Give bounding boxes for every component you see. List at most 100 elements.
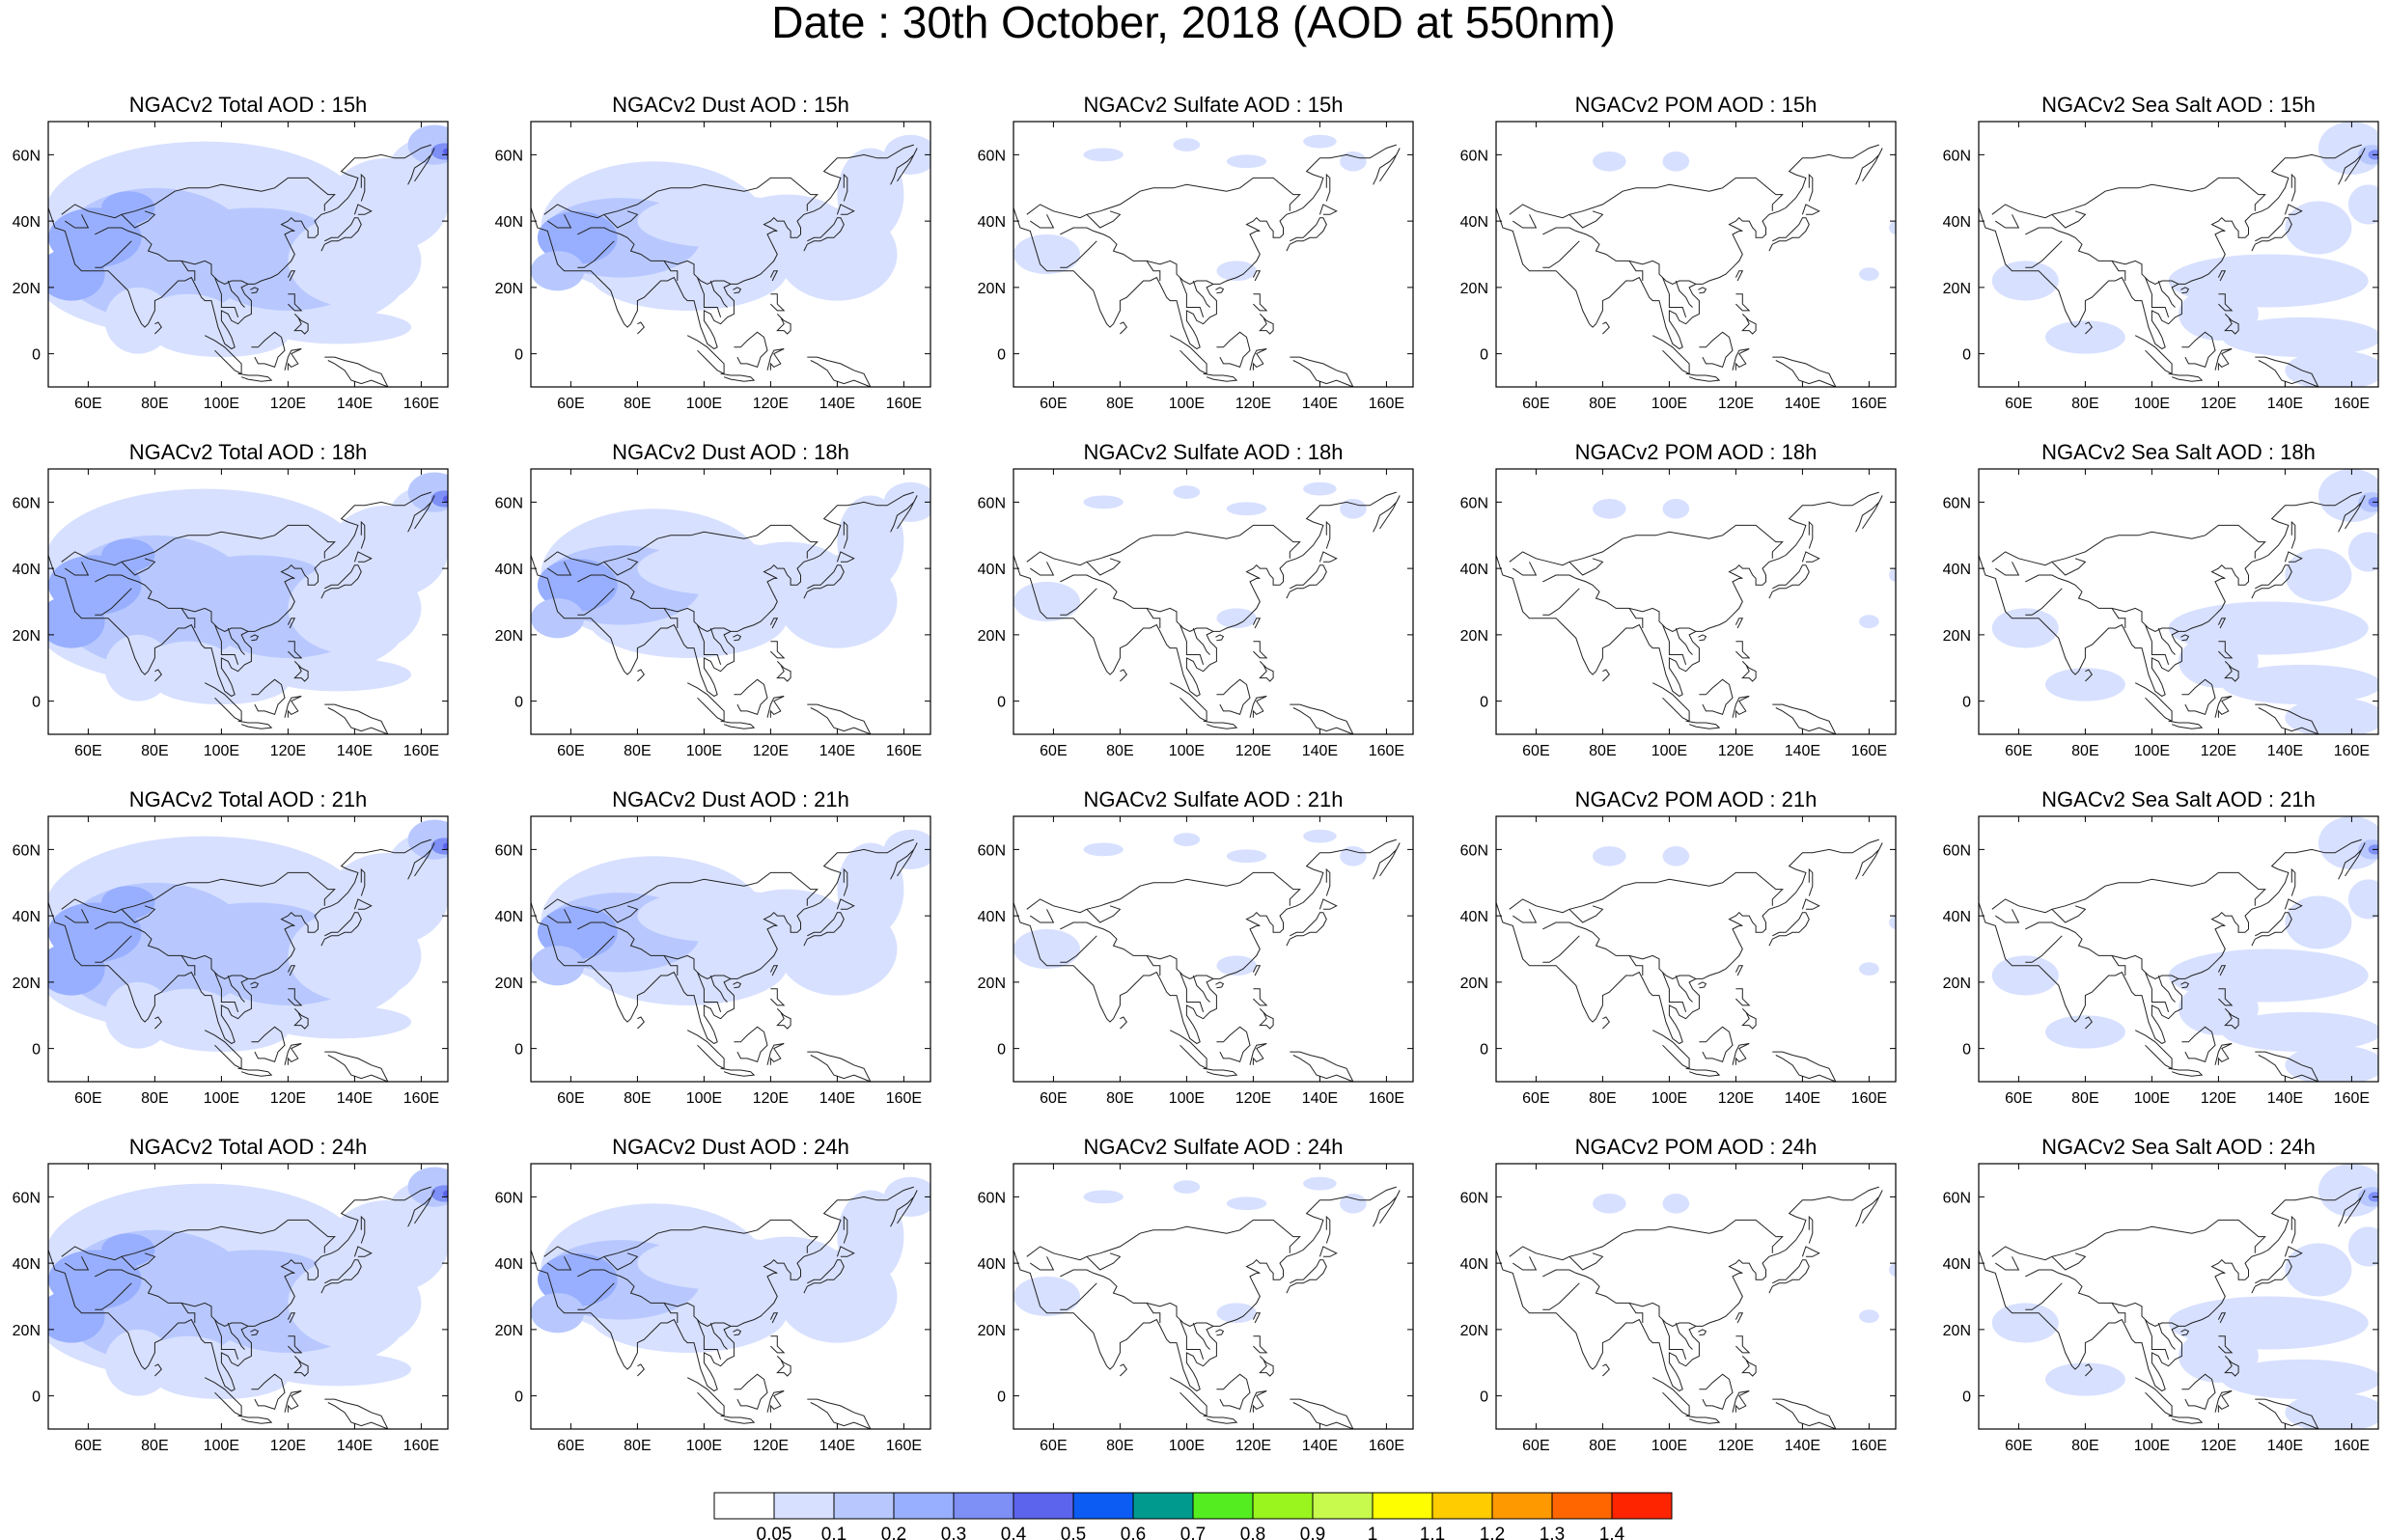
coastline	[1699, 331, 1734, 369]
coastline	[2180, 634, 2190, 642]
map-frame	[530, 1163, 931, 1430]
coastline	[843, 173, 848, 202]
coastline	[2085, 669, 2093, 682]
coastline	[1855, 148, 1883, 185]
coastline	[1509, 871, 1784, 914]
coastline	[769, 270, 779, 282]
coastline	[1801, 551, 1820, 563]
coastline	[720, 372, 756, 382]
coastline	[1192, 627, 1210, 655]
aod-shading	[1991, 469, 2378, 734]
colorbar-label: 0.2	[881, 1525, 906, 1540]
coastline	[2025, 935, 2063, 963]
panel-title: NGACv2 Sea Salt AOD : 21h	[2041, 787, 2316, 811]
aod-region	[2285, 350, 2378, 387]
coastline	[1026, 524, 1301, 566]
panel-title: NGACv2 Dust AOD : 24h	[612, 1135, 849, 1159]
x-tick-label: 140E	[1785, 743, 1820, 759]
x-tick-label: 120E	[270, 1438, 306, 1454]
coastline	[61, 177, 336, 219]
coastline	[121, 905, 156, 923]
y-tick-label: 40N	[1460, 562, 1488, 578]
x-tick-label: 120E	[2201, 396, 2236, 412]
coastline	[95, 227, 249, 285]
y-tick-label: 20N	[1460, 976, 1488, 992]
coastline	[250, 634, 260, 642]
aod-region	[48, 942, 105, 996]
coastline	[2224, 1008, 2239, 1030]
x-tick-label: 140E	[337, 743, 373, 759]
coastline	[180, 608, 196, 628]
x-tick-label: 120E	[1235, 1438, 1271, 1454]
coastline	[180, 261, 196, 281]
coastline	[1180, 972, 1205, 1012]
coastline	[320, 217, 362, 252]
aod-region	[1340, 151, 1367, 172]
panel-title: NGACv2 POM AOD : 24h	[1575, 1135, 1818, 1159]
coastline	[1735, 618, 1744, 629]
coastline	[1801, 898, 1820, 910]
aod-region	[264, 1004, 412, 1039]
coastline	[1768, 912, 1810, 947]
coastline	[2051, 558, 2087, 576]
aod-region	[407, 472, 448, 512]
coastline	[1568, 905, 1604, 923]
colorbar-swatch	[953, 1492, 1014, 1520]
coastline	[1169, 1377, 1207, 1417]
y-tick-label: 40N	[13, 214, 41, 231]
y-tick-label: 60N	[1943, 148, 1971, 164]
coastline	[237, 1067, 273, 1077]
x-tick-label: 100E	[1651, 1090, 1687, 1107]
coastline	[284, 1390, 302, 1413]
coastline	[154, 1363, 162, 1377]
coastline	[766, 1390, 785, 1413]
coastline	[251, 1026, 286, 1063]
coastline	[1086, 558, 1122, 576]
x-tick-label: 140E	[1785, 1438, 1820, 1454]
coastline	[1699, 1026, 1734, 1063]
coastline	[2181, 1373, 2216, 1411]
coastline	[1542, 921, 1697, 979]
coastline	[890, 842, 918, 880]
coastline	[1030, 562, 1055, 576]
x-tick-label: 60E	[2005, 743, 2032, 759]
coastline	[577, 574, 732, 632]
coastline	[1675, 975, 1693, 1003]
coastline	[320, 912, 362, 947]
coastline	[2157, 280, 2176, 308]
colorbar-label: 0.05	[757, 1525, 792, 1540]
panel-total-21h: 60E 80E 100E 120E 140E 160E 60N 40N 20N 0 NGACv2 T…	[13, 787, 449, 1107]
coastline	[1013, 491, 1397, 698]
x-tick-label: 120E	[270, 396, 306, 412]
x-tick-label: 60E	[74, 1438, 101, 1454]
coastline	[637, 321, 645, 335]
aod-region	[1303, 134, 1337, 149]
y-tick-label: 0	[514, 695, 523, 711]
panel-sulfate-15h: 60E 80E 100E 120E 140E 160E 60N 40N 20N 0 NGACv2 S…	[978, 93, 1414, 412]
y-tick-label: 20N	[13, 628, 41, 645]
aod-region	[2347, 879, 2378, 920]
y-tick-label: 40N	[1460, 1256, 1488, 1273]
x-tick-label: 100E	[686, 1090, 722, 1107]
coastline	[2025, 1282, 2063, 1310]
aod-region	[883, 134, 930, 175]
y-tick-label: 40N	[978, 1256, 1006, 1273]
coastline	[697, 624, 722, 665]
map-frame	[47, 1163, 449, 1430]
aod-region	[442, 842, 448, 850]
colorbar-label: 0.8	[1240, 1525, 1265, 1540]
aod-region	[1889, 916, 1896, 929]
coastline	[543, 177, 819, 219]
panel-title: NGACv2 POM AOD : 18h	[1575, 440, 1818, 464]
coastline	[180, 955, 196, 976]
coastline	[1060, 227, 1214, 285]
y-tick-label: 40N	[1943, 909, 1971, 925]
aod-region	[101, 191, 155, 225]
panel-title: NGACv2 Sea Salt AOD : 24h	[2041, 1135, 2316, 1159]
aod-shading	[1013, 1176, 1367, 1323]
coastline	[836, 898, 855, 910]
aod-region	[2045, 320, 2125, 354]
coastline	[353, 551, 373, 563]
coastline	[1602, 1363, 1610, 1377]
colorbar-swatch	[833, 1492, 895, 1520]
